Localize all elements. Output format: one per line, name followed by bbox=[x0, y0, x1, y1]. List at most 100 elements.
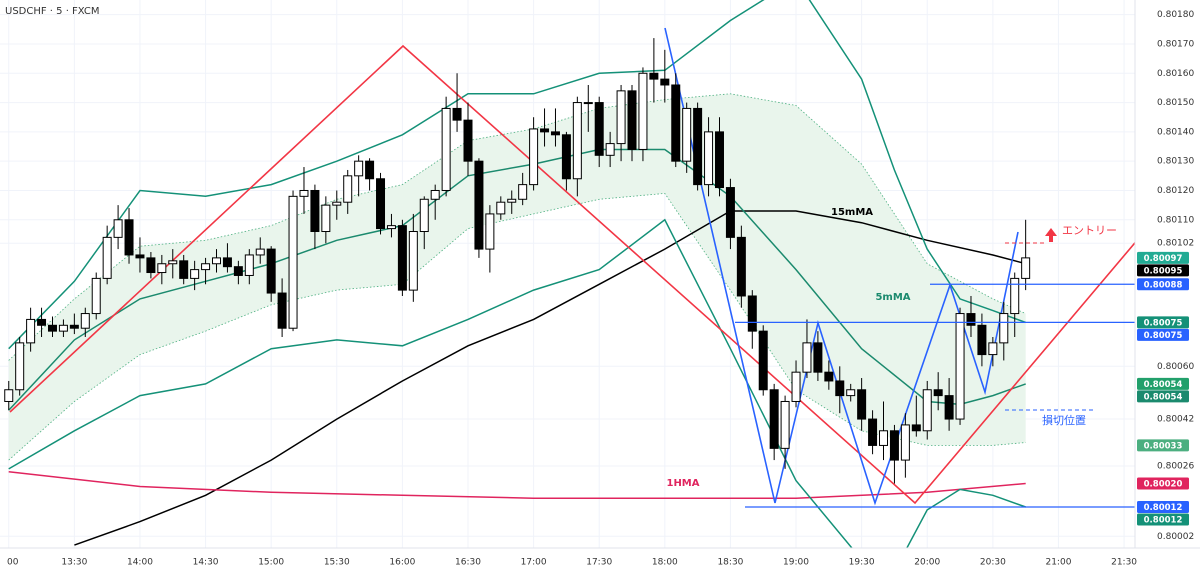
price-tag bbox=[1137, 390, 1189, 403]
price-tag-label: 0.80020 bbox=[1144, 480, 1183, 490]
candle-body bbox=[26, 318, 36, 344]
x-tick-label: 14:30 bbox=[193, 558, 219, 568]
candle-body bbox=[452, 107, 462, 121]
candle-body bbox=[179, 260, 189, 279]
price-tag bbox=[1137, 513, 1189, 526]
candle-body bbox=[540, 128, 550, 133]
candle-body bbox=[277, 292, 287, 329]
candle-body bbox=[638, 72, 648, 150]
candle-body bbox=[299, 189, 309, 197]
candle-body bbox=[780, 400, 790, 449]
candle-body bbox=[944, 395, 954, 420]
candle-body bbox=[988, 342, 998, 356]
candle-body bbox=[288, 195, 298, 329]
x-tick-label: 21:00 bbox=[1045, 558, 1071, 568]
x-tick-label: 20:30 bbox=[980, 558, 1006, 568]
candle-body bbox=[769, 389, 779, 449]
candle-body bbox=[529, 128, 539, 186]
candle-body bbox=[485, 213, 495, 250]
candle-body bbox=[824, 371, 834, 382]
candle-body bbox=[857, 389, 867, 420]
candle-body bbox=[430, 189, 440, 200]
candle-body bbox=[846, 389, 856, 397]
candle-body bbox=[365, 160, 375, 180]
candle-body bbox=[725, 187, 735, 238]
y-tick-label: 0.80002 bbox=[1157, 532, 1194, 542]
x-tick-label: 17:30 bbox=[586, 558, 612, 568]
candle-body bbox=[69, 324, 79, 329]
candle-body bbox=[813, 342, 823, 373]
plot-area bbox=[4, 0, 1135, 548]
candle-body bbox=[4, 389, 14, 402]
x-tick-label: 15:00 bbox=[258, 558, 284, 568]
price-tags: 0.80097 0.80095 0.80088 0.80075 0.80075 0.800… bbox=[1137, 251, 1189, 526]
price-tag-label: 0.80033 bbox=[1144, 441, 1183, 451]
x-tick-label: 18:00 bbox=[652, 558, 678, 568]
candle-body bbox=[496, 201, 506, 215]
entry-annotation: エントリー bbox=[1062, 224, 1117, 237]
band-fill bbox=[8, 93, 1026, 461]
candle-body bbox=[419, 198, 429, 233]
candles bbox=[4, 38, 1135, 508]
pattern-zigzag bbox=[664, 27, 1019, 506]
candle-body bbox=[1010, 277, 1020, 315]
price-tag-label: 0.80075 bbox=[1144, 331, 1183, 341]
candle-body bbox=[977, 324, 987, 356]
candle-body bbox=[561, 134, 571, 180]
candle-body bbox=[736, 236, 746, 297]
trend-zigzag bbox=[9, 44, 1135, 505]
candle-body bbox=[157, 263, 167, 274]
candle-body bbox=[758, 330, 768, 391]
x-tick-label: 17:00 bbox=[521, 558, 547, 568]
y-tick-label: 0.80102 bbox=[1157, 239, 1194, 249]
candle-body bbox=[660, 78, 670, 86]
x-tick-label: 16:00 bbox=[389, 558, 415, 568]
candle-body bbox=[474, 160, 484, 250]
candle-body bbox=[408, 231, 418, 291]
y-tick-label: 0.80170 bbox=[1157, 39, 1194, 49]
price-tag-label: 0.80088 bbox=[1144, 280, 1183, 290]
line-label: 15mMA bbox=[831, 207, 873, 218]
candle-body bbox=[1021, 257, 1031, 279]
candle-body bbox=[80, 313, 90, 329]
x-tick-label: 13:30 bbox=[61, 558, 87, 568]
candle-body bbox=[233, 266, 243, 276]
x-tick-label: 20:00 bbox=[914, 558, 940, 568]
entry-arrow bbox=[1045, 228, 1057, 242]
candle-body bbox=[594, 102, 604, 156]
price-tag bbox=[1137, 278, 1189, 291]
candle-body bbox=[649, 72, 659, 80]
candle-body bbox=[922, 389, 932, 432]
candle-body bbox=[966, 313, 976, 326]
chart-title: USDCHF · 5 · FXCM bbox=[5, 6, 100, 17]
candle-body bbox=[376, 178, 386, 230]
candle-body bbox=[168, 260, 178, 265]
candle-body bbox=[889, 430, 899, 461]
candle-body bbox=[900, 424, 910, 461]
candle-body bbox=[332, 201, 342, 206]
indicator-line bbox=[74, 210, 1026, 546]
candle-body bbox=[15, 342, 25, 391]
candle-body bbox=[999, 313, 1009, 344]
candle-body bbox=[791, 371, 801, 402]
candle-body bbox=[802, 342, 812, 373]
candle-body bbox=[47, 324, 57, 332]
price-tag bbox=[1137, 477, 1189, 490]
candle-body bbox=[704, 131, 714, 186]
y-tick-label: 0.80026 bbox=[1157, 461, 1194, 471]
y-tick-label: 0.80042 bbox=[1157, 415, 1194, 425]
candle-body bbox=[955, 313, 965, 420]
y-tick-label: 0.80150 bbox=[1157, 98, 1194, 108]
x-tick-label: 14:00 bbox=[127, 558, 153, 568]
candle-body bbox=[201, 263, 211, 271]
candle-body bbox=[354, 160, 364, 177]
candle-body bbox=[583, 102, 593, 105]
y-tick-label: 0.80120 bbox=[1157, 186, 1194, 196]
candle-body bbox=[572, 102, 582, 180]
y-tick-label: 0.80130 bbox=[1157, 157, 1194, 167]
candle-body bbox=[255, 248, 265, 256]
axes: 0.80180 0.80170 0.80160 0.80150 0.80140 0.801… bbox=[7, 10, 1194, 567]
line-label: 1HMA bbox=[666, 478, 699, 489]
y-tick-label: 0.80060 bbox=[1157, 362, 1194, 372]
candle-body bbox=[441, 107, 451, 191]
